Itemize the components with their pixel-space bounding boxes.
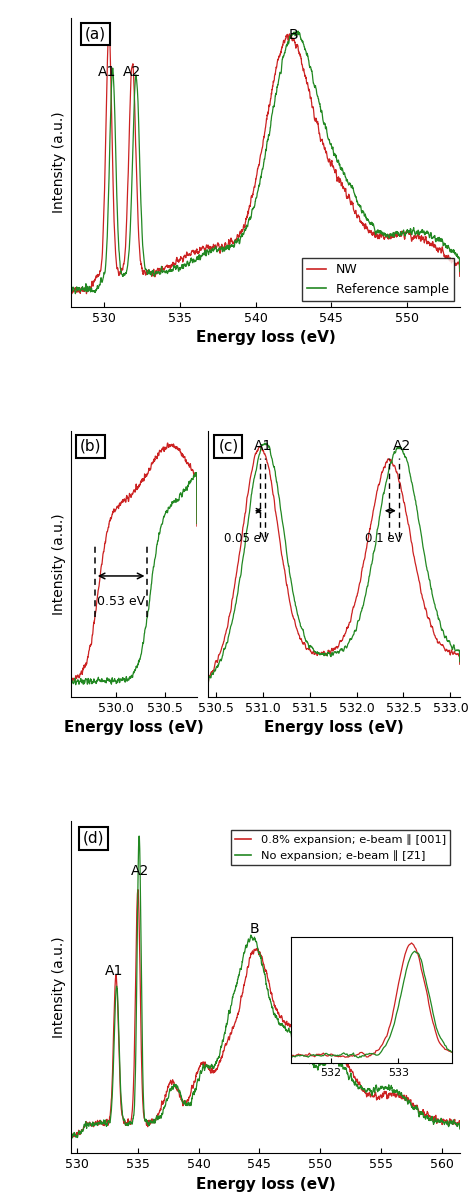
- Text: A2: A2: [131, 864, 149, 878]
- Legend: 0.8% expansion; e-beam ∥ [001], No expansion; e-beam ∥ [2̅1]: 0.8% expansion; e-beam ∥ [001], No expan…: [231, 831, 450, 865]
- Y-axis label: Intensity (a.u.): Intensity (a.u.): [52, 513, 65, 614]
- Text: A2: A2: [123, 65, 141, 79]
- Y-axis label: Intensity (a.u.): Intensity (a.u.): [52, 936, 65, 1038]
- Text: A1: A1: [254, 440, 272, 453]
- Text: (d): (d): [83, 831, 104, 846]
- Text: (a): (a): [85, 26, 106, 42]
- Text: A1: A1: [98, 65, 116, 79]
- Text: (c): (c): [218, 439, 238, 454]
- Text: (b): (b): [80, 439, 101, 454]
- Text: 0.1 eV: 0.1 eV: [365, 532, 402, 545]
- Text: B: B: [289, 27, 298, 42]
- X-axis label: Energy loss (eV): Energy loss (eV): [196, 330, 335, 345]
- Text: A1: A1: [104, 964, 123, 978]
- Legend: NW, Reference sample: NW, Reference sample: [302, 258, 454, 301]
- Text: 0.05 eV: 0.05 eV: [224, 532, 269, 545]
- X-axis label: Energy loss (eV): Energy loss (eV): [264, 721, 404, 735]
- Text: B: B: [250, 921, 259, 936]
- X-axis label: Energy loss (eV): Energy loss (eV): [64, 721, 204, 735]
- Y-axis label: Intensity (a.u.): Intensity (a.u.): [52, 111, 65, 213]
- X-axis label: Energy loss (eV): Energy loss (eV): [196, 1177, 335, 1191]
- Text: A2: A2: [392, 440, 410, 453]
- Text: 0.53 eV: 0.53 eV: [97, 595, 145, 608]
